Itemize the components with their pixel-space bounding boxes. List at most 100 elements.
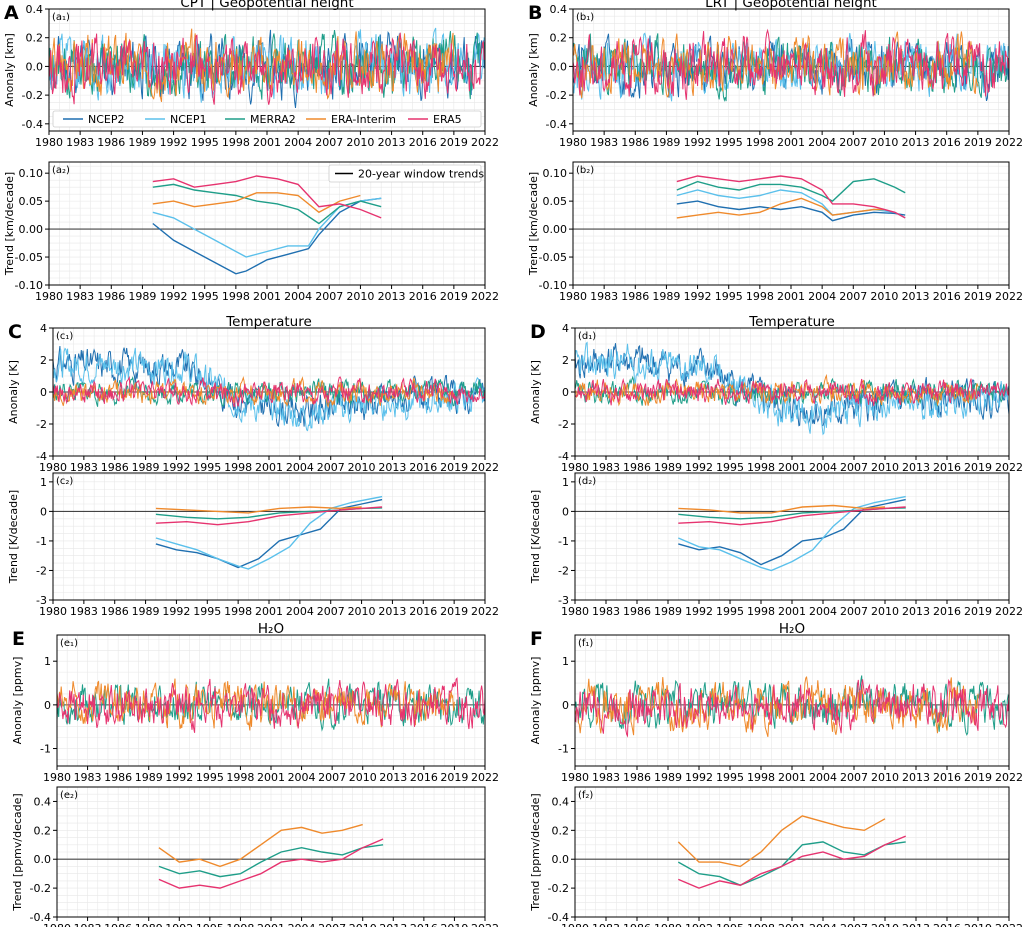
panel-f1: 1980 1983 1986 1989 1992 1995 1998 2001 2004 2007… xyxy=(529,621,1023,784)
series-merra2 xyxy=(677,841,906,886)
series-ncep2 xyxy=(152,197,382,275)
x-tick-label: 2022 xyxy=(995,922,1023,927)
x-tick-label: 1992 xyxy=(685,461,713,474)
legend: 20-year window trends xyxy=(328,164,484,183)
x-tick-label: 2013 xyxy=(379,922,407,927)
x-tick-label: 1995 xyxy=(191,290,219,303)
x-tick-label: 1992 xyxy=(685,605,713,618)
y-tick-label: 0 xyxy=(40,505,47,518)
x-tick-label: 1998 xyxy=(747,922,775,927)
y-tick-label: -0.2 xyxy=(22,89,43,102)
x-tick-label: 1983 xyxy=(592,461,620,474)
x-tick-label: 1983 xyxy=(70,605,98,618)
x-tick-label: 1995 xyxy=(191,136,219,149)
y-axis-label: Trend [ppmv/decade] xyxy=(529,793,542,911)
y-tick-label: 0.0 xyxy=(26,60,44,73)
x-tick-label: 1986 xyxy=(97,136,125,149)
x-tick-label: 2022 xyxy=(995,136,1023,149)
x-tick-label: 1992 xyxy=(684,136,712,149)
x-tick-label: 2007 xyxy=(840,605,868,618)
x-tick-label: 1980 xyxy=(35,290,63,303)
y-tick-label: -0.2 xyxy=(30,882,51,895)
y-tick-label: 1 xyxy=(44,655,51,668)
x-tick-label: 2019 xyxy=(440,605,468,618)
x-tick-label: 2022 xyxy=(995,771,1023,784)
x-tick-label: 2001 xyxy=(255,605,283,618)
y-tick-label: 0.2 xyxy=(550,32,568,45)
panel-a2: 1980 1983 1986 1989 1992 1995 1998 2001 2004 2007… xyxy=(3,161,499,303)
y-tick-label: 0.2 xyxy=(34,824,52,837)
y-tick-label: -0.10 xyxy=(539,279,567,292)
x-tick-label: 1980 xyxy=(43,771,71,784)
y-tick-label: -3 xyxy=(558,594,569,607)
subpanel-label: (a₁) xyxy=(52,12,70,23)
panel-letter: F xyxy=(530,628,543,650)
x-tick-label: 1998 xyxy=(224,461,252,474)
x-tick-label: 2010 xyxy=(348,461,376,474)
panel-f2: 1980198319861989199219951998200120042007… xyxy=(529,786,1023,927)
x-tick-label: 1998 xyxy=(747,461,775,474)
x-tick-label: 2019 xyxy=(964,461,992,474)
x-tick-label: 2013 xyxy=(378,290,406,303)
x-tick-label: 1998 xyxy=(747,605,775,618)
series-era-interim xyxy=(678,504,886,514)
legend-entry: NCEP1 xyxy=(170,113,207,126)
y-tick-label: 4 xyxy=(40,322,47,335)
x-tick-label: 1995 xyxy=(193,605,221,618)
y-tick-label: -0.05 xyxy=(539,251,567,264)
x-tick-label: 1980 xyxy=(43,922,71,927)
x-tick-label: 2007 xyxy=(315,136,343,149)
x-tick-label: 1986 xyxy=(623,461,651,474)
x-tick-label: 2010 xyxy=(871,461,899,474)
x-tick-label: 2016 xyxy=(933,290,961,303)
series-era-interim xyxy=(575,675,979,738)
series-ncep2 xyxy=(676,200,906,222)
x-tick-label: 2016 xyxy=(409,136,437,149)
x-tick-label: 1989 xyxy=(128,290,156,303)
x-tick-label: 1995 xyxy=(716,461,744,474)
x-tick-label: 2019 xyxy=(440,461,468,474)
x-tick-label: 1995 xyxy=(193,461,221,474)
x-tick-label: 2013 xyxy=(902,771,930,784)
x-tick-label: 2013 xyxy=(902,290,930,303)
x-tick-label: 1992 xyxy=(160,136,188,149)
subpanel-label: (c₁) xyxy=(56,331,73,342)
y-tick-label: 0.2 xyxy=(552,824,570,837)
x-tick-label: 1983 xyxy=(74,922,102,927)
x-tick-label: 1995 xyxy=(715,136,743,149)
x-tick-label: 2013 xyxy=(378,461,406,474)
legend-entry: MERRA2 xyxy=(250,113,296,126)
x-tick-label: 2019 xyxy=(964,290,992,303)
x-tick-label: 1983 xyxy=(592,922,620,927)
y-tick-label: 0.10 xyxy=(543,167,568,180)
grid-e2 xyxy=(56,786,486,918)
x-tick-label: 2007 xyxy=(317,605,345,618)
y-tick-label: 1 xyxy=(562,476,569,489)
y-axis-label: Trend [km/decade] xyxy=(3,172,16,276)
x-tick-label: 2022 xyxy=(471,922,499,927)
x-tick-label: 1992 xyxy=(160,290,188,303)
x-tick-label: 2013 xyxy=(902,136,930,149)
x-tick-label: 1983 xyxy=(592,771,620,784)
y-tick-label: -2 xyxy=(558,564,569,577)
x-tick-label: 2022 xyxy=(471,136,499,149)
x-tick-label: 1989 xyxy=(132,605,160,618)
y-tick-label: -1 xyxy=(558,743,569,756)
y-tick-label: 4 xyxy=(562,322,569,335)
x-tick-label: 1983 xyxy=(70,461,98,474)
subpanel-label: (f₂) xyxy=(578,790,593,801)
series-era5 xyxy=(676,175,906,219)
panel-d2: 1980 1983 1986 1989 1992 1995 1998 2001 2004 2007… xyxy=(529,472,1023,618)
x-tick-label: 2010 xyxy=(870,136,898,149)
x-tick-label: 2007 xyxy=(840,771,868,784)
x-tick-label: 1983 xyxy=(66,290,94,303)
x-tick-label: 2022 xyxy=(471,771,499,784)
x-tick-label: 2007 xyxy=(839,290,867,303)
x-tick-label: 2010 xyxy=(871,922,899,927)
series-merra2 xyxy=(676,178,906,202)
panel-title: H₂O xyxy=(779,621,805,637)
x-tick-label: 2004 xyxy=(284,136,312,149)
y-tick-label: -1 xyxy=(36,535,47,548)
series-era5 xyxy=(53,375,485,408)
y-axis-label: Anonaly [ppmv] xyxy=(11,657,24,745)
